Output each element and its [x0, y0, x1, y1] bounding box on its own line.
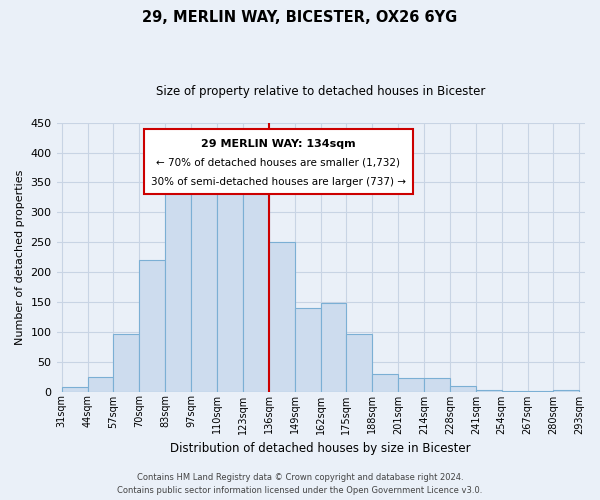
- Text: 29 MERLIN WAY: 134sqm: 29 MERLIN WAY: 134sqm: [201, 139, 356, 149]
- Bar: [113, 334, 139, 392]
- Bar: [295, 308, 320, 392]
- Bar: [165, 178, 191, 392]
- Bar: [139, 260, 165, 392]
- X-axis label: Distribution of detached houses by size in Bicester: Distribution of detached houses by size …: [170, 442, 471, 455]
- Bar: [424, 378, 450, 392]
- Bar: [320, 303, 346, 392]
- Bar: [527, 391, 553, 392]
- Bar: [88, 376, 113, 392]
- Title: Size of property relative to detached houses in Bicester: Size of property relative to detached ho…: [156, 85, 485, 98]
- Text: 30% of semi-detached houses are larger (737) →: 30% of semi-detached houses are larger (…: [151, 176, 406, 186]
- Bar: [217, 180, 243, 392]
- Bar: [373, 374, 398, 392]
- Bar: [502, 391, 527, 392]
- Text: Contains HM Land Registry data © Crown copyright and database right 2024.
Contai: Contains HM Land Registry data © Crown c…: [118, 474, 482, 495]
- FancyBboxPatch shape: [143, 130, 413, 194]
- Text: 29, MERLIN WAY, BICESTER, OX26 6YG: 29, MERLIN WAY, BICESTER, OX26 6YG: [142, 10, 458, 25]
- Text: ← 70% of detached houses are smaller (1,732): ← 70% of detached houses are smaller (1,…: [157, 158, 400, 168]
- Bar: [269, 242, 295, 392]
- Y-axis label: Number of detached properties: Number of detached properties: [15, 170, 25, 345]
- Bar: [243, 186, 269, 392]
- Bar: [191, 174, 217, 392]
- Bar: [553, 390, 580, 392]
- Bar: [476, 390, 502, 392]
- Bar: [62, 386, 88, 392]
- Bar: [346, 334, 373, 392]
- Bar: [450, 386, 476, 392]
- Bar: [398, 378, 424, 392]
